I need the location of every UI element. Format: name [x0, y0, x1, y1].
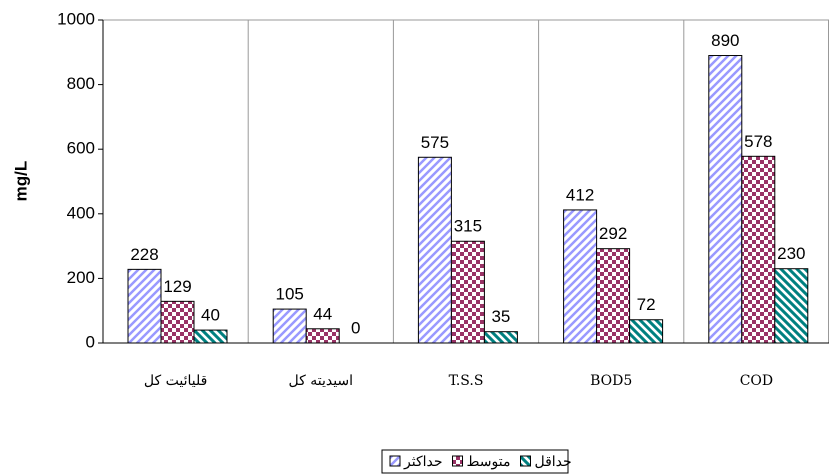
bar: [483, 331, 518, 344]
bar: [563, 209, 598, 344]
legend-label: حداکثر: [403, 454, 443, 470]
y-tick-label: 200: [67, 268, 95, 287]
data-label: 292: [599, 224, 627, 243]
y-tick-label: 600: [67, 139, 95, 158]
legend-label: متوسط: [467, 454, 511, 470]
y-axis-label: mg/L: [11, 161, 30, 202]
data-label: 72: [637, 295, 656, 314]
y-tick-label: 400: [67, 203, 95, 222]
legend-swatch: [452, 455, 464, 467]
bar: [774, 268, 809, 344]
x-tick-label: قلیائیت کل: [144, 373, 207, 389]
y-tick-label: 1000: [57, 9, 95, 28]
bar: [596, 248, 631, 344]
bar: [305, 328, 340, 344]
bar: [629, 319, 664, 344]
data-label: 315: [454, 217, 482, 236]
legend-swatch: [520, 455, 531, 467]
data-label: 890: [711, 31, 739, 50]
bar: [741, 155, 776, 344]
data-label: 105: [276, 285, 304, 304]
data-label: 228: [130, 245, 158, 264]
bar: [160, 300, 195, 344]
data-label: 578: [744, 132, 772, 151]
legend-label: حداقل: [535, 454, 572, 470]
x-tick-label: BOD5: [590, 373, 632, 389]
data-label: 40: [201, 306, 220, 325]
data-label: 35: [491, 307, 510, 326]
x-tick-label: اسیدیته کل: [289, 373, 354, 389]
data-label: 575: [421, 133, 449, 152]
bar: [417, 156, 452, 344]
data-label: 0: [351, 318, 360, 337]
bar: [450, 240, 485, 344]
data-label: 230: [777, 244, 805, 263]
x-tick-label: COD: [740, 373, 773, 389]
data-label: 129: [163, 277, 191, 296]
bar: [193, 329, 228, 344]
bar: [708, 55, 743, 344]
x-tick-label: T.S.S: [449, 373, 484, 389]
legend-swatch: [389, 455, 401, 467]
bar: [127, 268, 162, 344]
data-label: 44: [313, 304, 332, 323]
bar: [272, 308, 307, 344]
y-tick-label: 800: [67, 74, 95, 93]
y-tick-label: 0: [86, 332, 95, 351]
data-label: 412: [566, 185, 594, 204]
